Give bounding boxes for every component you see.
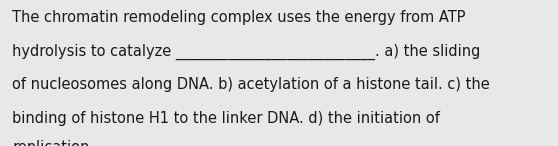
Text: replication.: replication. (12, 140, 94, 146)
Text: of nucleosomes along DNA. b) acetylation of a histone tail. c) the: of nucleosomes along DNA. b) acetylation… (12, 77, 490, 92)
Text: The chromatin remodeling complex uses the energy from ATP: The chromatin remodeling complex uses th… (12, 10, 466, 25)
Text: binding of histone H1 to the linker DNA. d) the initiation of: binding of histone H1 to the linker DNA.… (12, 111, 440, 126)
Text: hydrolysis to catalyze ___________________________. a) the sliding: hydrolysis to catalyze _________________… (12, 44, 480, 60)
